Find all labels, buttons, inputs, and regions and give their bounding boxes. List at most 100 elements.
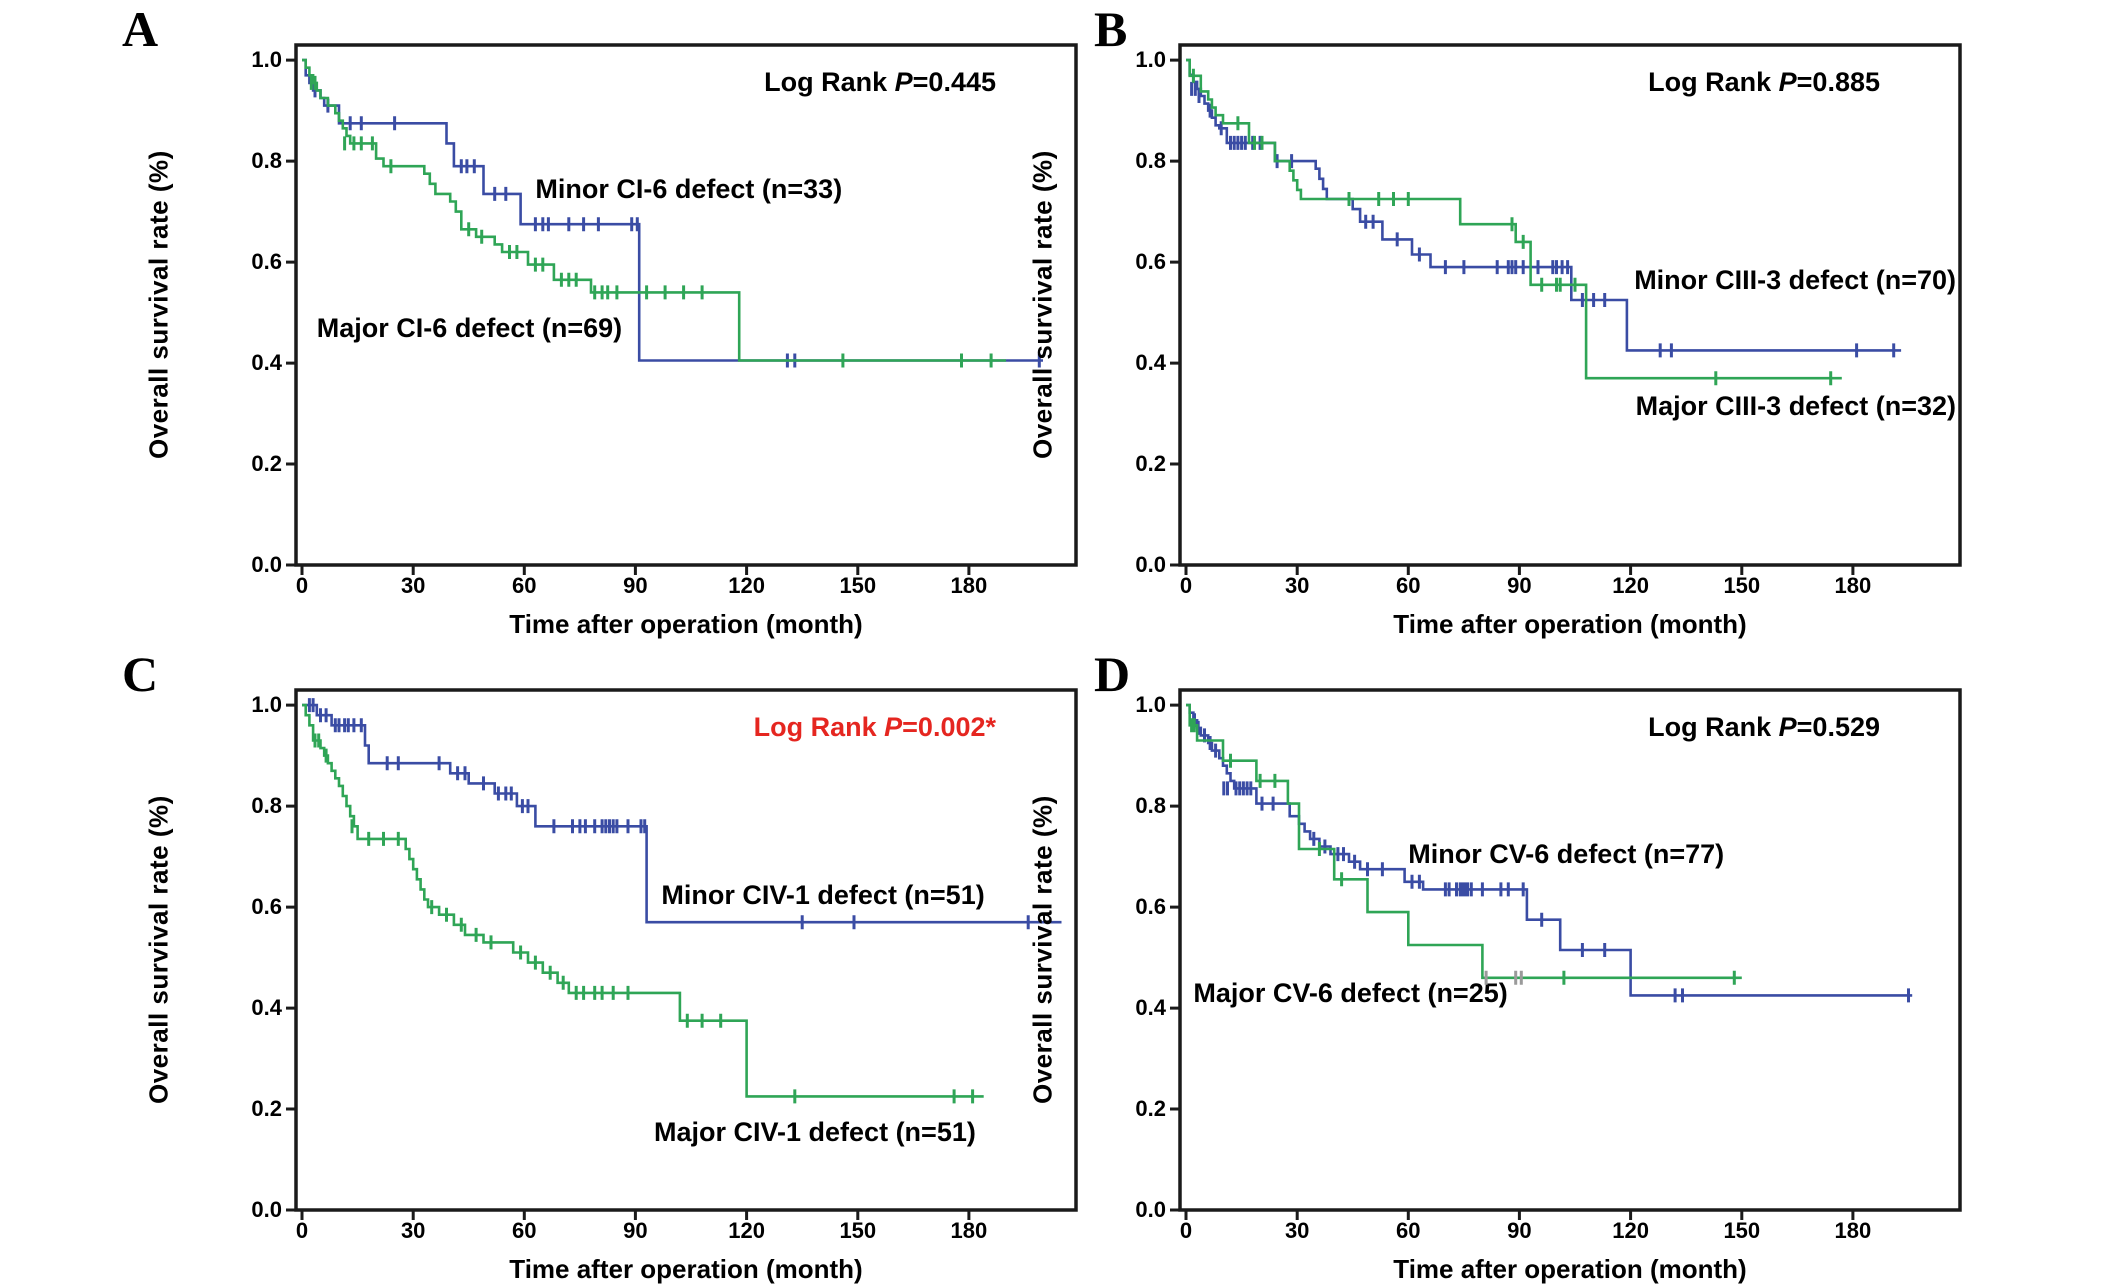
y-tick-label: 0.4 xyxy=(1135,350,1166,376)
y-tick-label: 1.0 xyxy=(1135,692,1166,718)
y-tick-label: 0.4 xyxy=(251,350,282,376)
x-axis-title: Time after operation (month) xyxy=(1393,1254,1747,1284)
y-tick-label: 1.0 xyxy=(251,692,282,718)
plot-border xyxy=(294,688,1078,1212)
survival-curve-major xyxy=(1186,703,1742,980)
censor-marks-minor xyxy=(1193,713,1910,1003)
censor-marks-minor xyxy=(307,698,1030,930)
y-tick-label: 0.8 xyxy=(1135,148,1166,174)
x-tick-label: 30 xyxy=(400,573,426,598)
plot-border xyxy=(1178,43,1962,567)
x-tick-label: 60 xyxy=(512,573,537,598)
panel-letter: D xyxy=(1094,646,1131,702)
y-tick-label: 1.0 xyxy=(251,47,282,73)
x-tick-label: 150 xyxy=(1723,1218,1761,1243)
km-plot-A xyxy=(286,43,1078,575)
log-rank-annotation: Log Rank P=0.529 xyxy=(1648,712,1880,742)
x-tick-label: 90 xyxy=(1507,573,1532,598)
survival-curve-minor xyxy=(302,703,1062,924)
y-tick-label: 0.0 xyxy=(251,552,282,577)
y-tick-label: 0.0 xyxy=(1135,1197,1166,1222)
axis-ticks xyxy=(1170,58,1855,575)
km-plot-D xyxy=(1170,688,1962,1220)
axis-ticks xyxy=(286,58,971,575)
x-tick-label: 90 xyxy=(623,573,648,598)
x-tick-label: 120 xyxy=(728,1218,765,1243)
x-tick-label: 60 xyxy=(1396,573,1421,598)
y-tick-label: 0.0 xyxy=(1135,552,1166,577)
survival-curve-minor xyxy=(1186,58,1902,352)
curve-label-minor: Minor CIII-3 defect (n=70) xyxy=(1634,264,1956,295)
y-tick-label: 0.6 xyxy=(1135,894,1166,920)
survival-curve-minor xyxy=(302,58,1043,362)
survival-curve-minor xyxy=(1186,703,1913,997)
km-plot-B xyxy=(1170,43,1962,575)
y-axis-title: Overall survival rate (%) xyxy=(143,795,174,1105)
x-tick-label: 150 xyxy=(839,573,877,598)
y-tick-label: 0.6 xyxy=(1135,249,1166,275)
x-tick-label: 0 xyxy=(295,1218,309,1243)
log-rank-annotation: Log Rank P=0.002* xyxy=(753,712,996,742)
censor-marks-major xyxy=(313,733,975,1104)
x-tick-label: 180 xyxy=(1834,1218,1872,1243)
log-rank-annotation: Log Rank P=0.885 xyxy=(1648,67,1880,97)
y-axis-title: Overall survival rate (%) xyxy=(1027,150,1058,460)
censor-marks-gray xyxy=(1484,970,1523,985)
x-tick-label: 180 xyxy=(1834,573,1872,598)
x-axis-title: Time after operation (month) xyxy=(509,609,863,639)
x-tick-label: 0 xyxy=(1179,1218,1193,1243)
x-tick-label: 180 xyxy=(950,573,988,598)
y-tick-label: 1.0 xyxy=(1135,47,1166,73)
survival-curve-major xyxy=(302,58,1006,362)
y-tick-label: 0.8 xyxy=(251,793,282,819)
x-axis-title: Time after operation (month) xyxy=(509,1254,863,1284)
y-tick-label: 0.4 xyxy=(251,995,282,1021)
y-axis-title: Overall survival rate (%) xyxy=(1027,795,1058,1105)
y-tick-label: 0.6 xyxy=(251,249,282,275)
y-tick-label: 0.8 xyxy=(1135,793,1166,819)
survival-curve-major xyxy=(1186,58,1842,380)
log-rank-annotation: Log Rank P=0.445 xyxy=(764,67,996,97)
x-tick-label: 60 xyxy=(512,1218,537,1243)
x-axis-title: Time after operation (month) xyxy=(1393,609,1747,639)
curve-label-minor: Minor CV-6 defect (n=77) xyxy=(1408,839,1725,870)
panel-letter: A xyxy=(122,1,159,57)
censor-marks-major xyxy=(1191,68,1833,386)
survival-curve-major xyxy=(302,703,984,1098)
x-tick-label: 60 xyxy=(1396,1218,1421,1243)
x-tick-label: 30 xyxy=(1284,1218,1310,1243)
y-axis-title: Overall survival rate (%) xyxy=(143,150,174,460)
y-tick-label: 0.2 xyxy=(1135,1096,1166,1121)
y-tick-label: 0.2 xyxy=(1135,451,1166,476)
curve-label-major: Major CI-6 defect (n=69) xyxy=(316,312,623,343)
km-plot-C xyxy=(286,688,1078,1220)
y-tick-label: 0.2 xyxy=(251,451,282,476)
axis-ticks xyxy=(286,703,971,1220)
x-tick-label: 90 xyxy=(623,1218,648,1243)
x-tick-label: 120 xyxy=(1612,1218,1649,1243)
censor-marks-minor xyxy=(1190,81,1896,358)
panel-letter: C xyxy=(122,646,159,702)
curve-label-major: Major CV-6 defect (n=25) xyxy=(1193,977,1508,1008)
axis-ticks xyxy=(1170,703,1855,1220)
censor-marks-major xyxy=(309,75,993,368)
censor-marks-major xyxy=(1190,718,1736,985)
x-tick-label: 180 xyxy=(950,1218,988,1243)
x-tick-label: 0 xyxy=(295,573,309,598)
x-tick-label: 120 xyxy=(728,573,765,598)
curve-label-major: Major CIII-3 defect (n=32) xyxy=(1635,391,1956,421)
x-tick-label: 90 xyxy=(1507,1218,1532,1243)
curve-label-minor: Minor CI-6 defect (n=33) xyxy=(535,173,843,204)
y-tick-label: 0.4 xyxy=(1135,995,1166,1021)
curve-label-minor: Minor CIV-1 defect (n=51) xyxy=(661,879,985,910)
y-tick-label: 0.2 xyxy=(251,1096,282,1121)
plot-border xyxy=(1178,688,1962,1212)
y-tick-label: 0.0 xyxy=(251,1197,282,1222)
censor-marks-minor xyxy=(313,83,1041,368)
x-tick-label: 0 xyxy=(1179,573,1193,598)
panel-letter: B xyxy=(1094,1,1128,57)
